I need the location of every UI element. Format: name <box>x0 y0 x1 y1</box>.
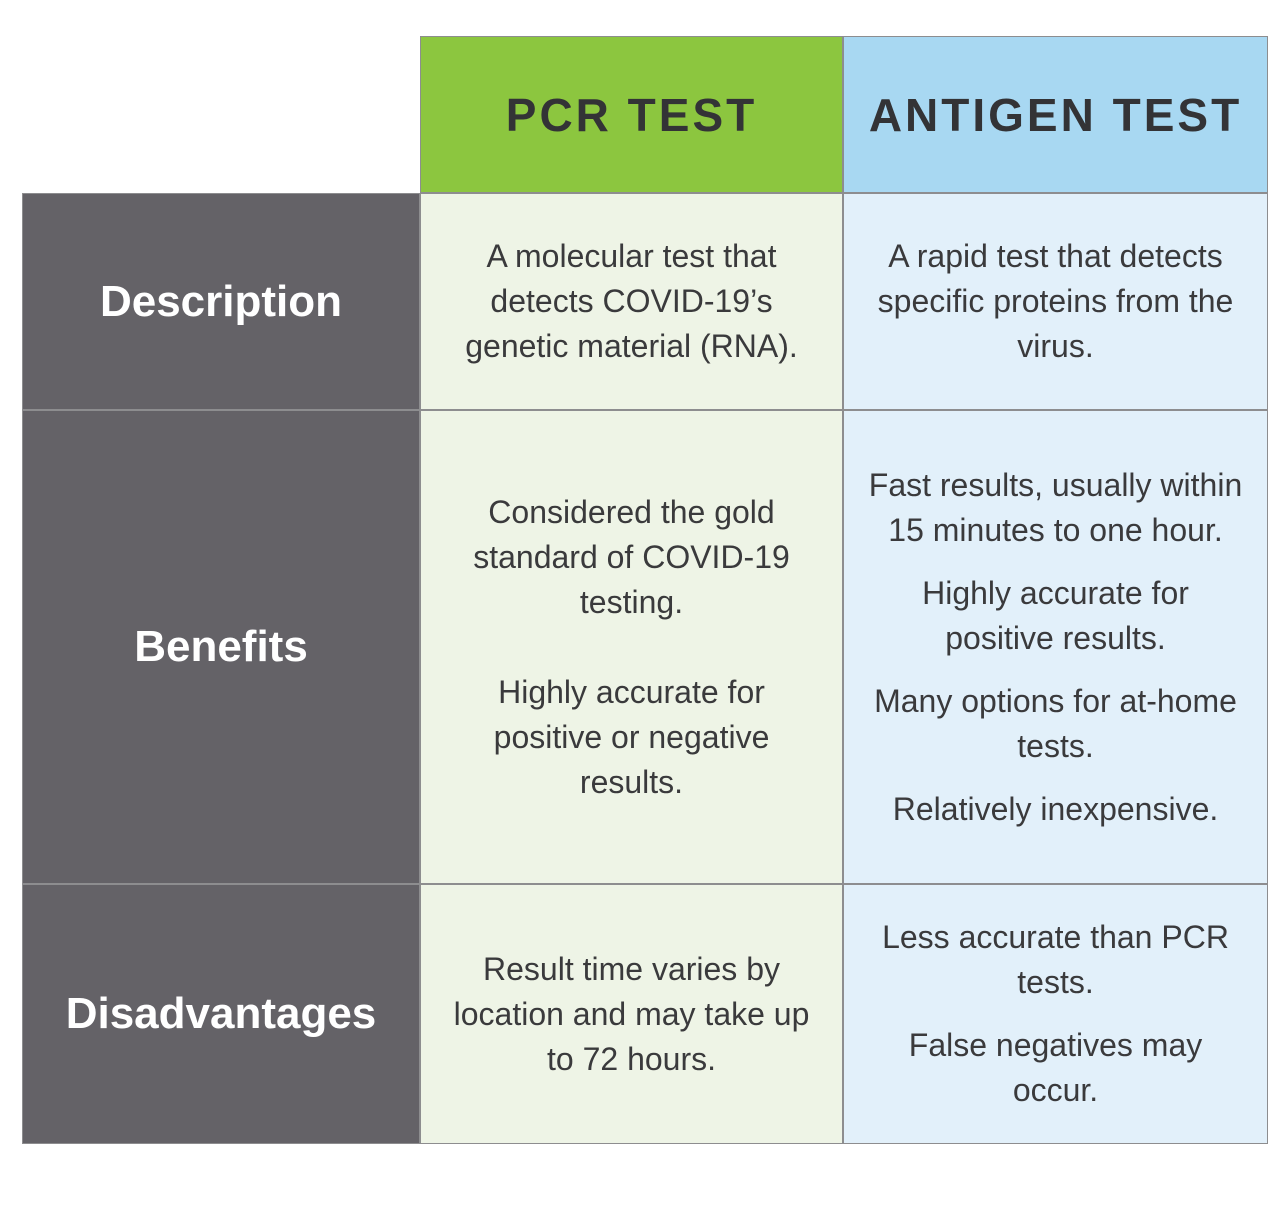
cell-text: Many options for at-home tests. <box>874 682 1237 764</box>
cell-text: Relatively inexpensive. <box>892 790 1219 827</box>
row-label-text: Description <box>99 276 343 326</box>
cell-text: Highly accurate for positive results. <box>922 574 1189 656</box>
row-label: Benefits <box>22 410 420 884</box>
table-cell: Fast results, usually within 15 minutes … <box>843 410 1268 884</box>
cell-text: Fast results, usually within 15 minutes … <box>868 466 1243 548</box>
cell-text: A rapid test that detects specific prote… <box>877 238 1234 364</box>
table-cell: A rapid test that detects specific prote… <box>843 193 1268 410</box>
cell-text: Highly accurate for positive or negative… <box>493 673 770 800</box>
cell-text: Less accurate than PCR tests. <box>882 919 1229 1000</box>
row-label-text: Benefits <box>134 622 308 671</box>
table-cell: Less accurate than PCR tests. False negat… <box>843 884 1268 1144</box>
cell-text: Result time varies by location and may t… <box>453 950 810 1077</box>
row-label: Disadvantages <box>22 884 420 1144</box>
table-cell: A molecular test that detects COVID-19’s… <box>420 193 843 410</box>
column-header: PCR TEST <box>420 36 843 193</box>
column-header: ANTIGEN TEST <box>843 36 1268 193</box>
row-label-text: Disadvantages <box>65 989 377 1038</box>
comparison-table: PCR TEST ANTIGEN TEST Description A molecul… <box>22 36 1268 1144</box>
table-cell: Result time varies by location and may t… <box>420 884 843 1144</box>
cell-text: Considered the gold standard of COVID-19… <box>473 493 790 620</box>
corner <box>22 36 420 193</box>
cell-text: A molecular test that detects COVID-19’s… <box>465 238 798 364</box>
cell-text: False negatives may occur. <box>908 1027 1203 1108</box>
table-cell: Considered the gold standard of COVID-19… <box>420 410 843 884</box>
row-label: Description <box>22 193 420 410</box>
